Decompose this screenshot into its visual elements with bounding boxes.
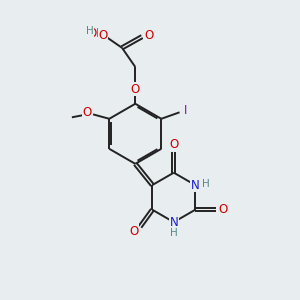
Text: O: O xyxy=(92,27,101,40)
Text: OH: OH xyxy=(87,27,105,40)
Text: O: O xyxy=(82,106,92,119)
Text: O: O xyxy=(218,203,227,216)
Text: O: O xyxy=(144,29,153,42)
Text: N: N xyxy=(169,216,178,229)
Text: H: H xyxy=(170,228,178,238)
Text: O: O xyxy=(129,225,138,238)
Text: O: O xyxy=(98,29,107,42)
Text: N: N xyxy=(191,178,200,191)
Text: H: H xyxy=(86,26,94,36)
Text: O: O xyxy=(169,139,178,152)
Text: I: I xyxy=(184,104,188,117)
Text: H: H xyxy=(202,178,209,189)
Text: O: O xyxy=(131,82,140,95)
